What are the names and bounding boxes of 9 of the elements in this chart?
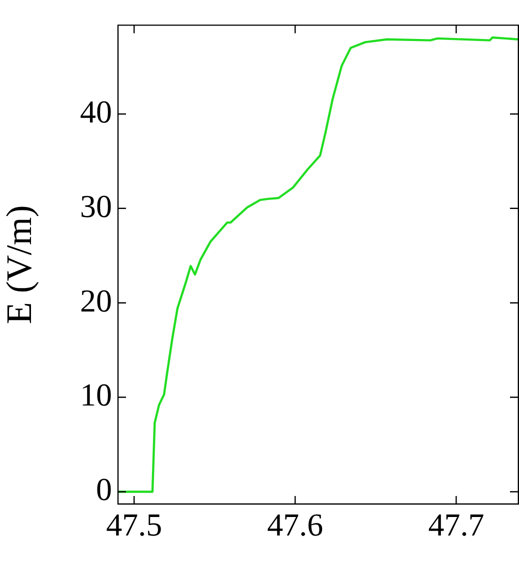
x-tick-label: 47.7 [428,506,484,543]
x-tick-label: 47.6 [267,506,324,543]
x-tick-label: 47.5 [106,506,162,543]
y-tick-label: 10 [80,376,112,413]
y-axis-title: E (V/m) [0,205,40,324]
y-tick-label: 20 [80,282,112,318]
y-tick-label: 40 [80,93,112,130]
y-tick-label: 30 [80,188,112,224]
y-tick-label: 0 [96,471,112,508]
